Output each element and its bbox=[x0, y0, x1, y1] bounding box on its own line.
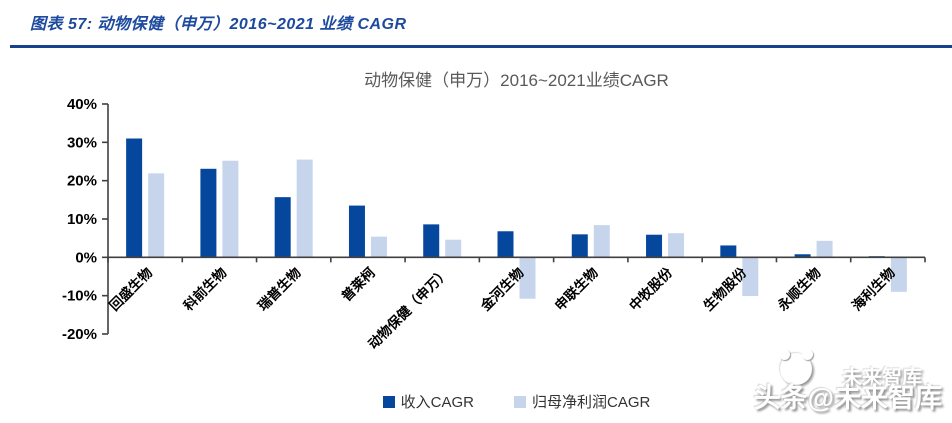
x-tick-label-动物保健（申万）: 动物保健（申万） bbox=[365, 264, 453, 352]
bar-收入CAGR-科前生物 bbox=[200, 168, 217, 258]
x-tick-label-永顺生物: 永顺生物 bbox=[774, 264, 824, 314]
legend-swatch-net-profit-cagr bbox=[514, 395, 526, 408]
legend-item-net-profit-cagr[interactable]: 归母净利润CAGR bbox=[514, 391, 650, 412]
legend-item-revenue-cagr[interactable]: 收入CAGR bbox=[382, 391, 474, 412]
caption-divider-rule bbox=[10, 45, 952, 48]
y-tick-label: 20% bbox=[67, 173, 97, 190]
bar-归母净利润CAGR-中牧股份 bbox=[668, 233, 685, 258]
bar-收入CAGR-瑞普生物 bbox=[274, 197, 291, 258]
legend-label-net-profit-cagr: 归母净利润CAGR bbox=[532, 394, 651, 411]
x-tick-label-申联生物: 申联生物 bbox=[551, 264, 601, 314]
x-tick-label-中牧股份: 中牧股份 bbox=[626, 264, 676, 314]
x-tick-label-普莱柯: 普莱柯 bbox=[338, 264, 378, 304]
bar-收入CAGR-申联生物 bbox=[571, 234, 588, 258]
legend-swatch-revenue-cagr bbox=[382, 395, 395, 408]
bar-收入CAGR-永顺生物 bbox=[794, 254, 811, 258]
y-tick-label: 30% bbox=[67, 134, 97, 151]
x-tick-label-金河生物: 金河生物 bbox=[476, 264, 527, 315]
bar-收入CAGR-中牧股份 bbox=[646, 234, 663, 258]
x-tick-label-科前生物: 科前生物 bbox=[180, 264, 230, 314]
bar-归母净利润CAGR-海利生物 bbox=[890, 257, 907, 292]
bar-归母净利润CAGR-金河生物 bbox=[519, 257, 536, 299]
x-tick-label-回盛生物: 回盛生物 bbox=[106, 264, 156, 314]
bar-归母净利润CAGR-永顺生物 bbox=[816, 240, 833, 258]
y-tick-label: 0% bbox=[75, 249, 97, 266]
figure-caption: 图表 57: 动物保健（申万）2016~2021 业绩 CAGR bbox=[30, 16, 407, 33]
x-tick-label-生物股份: 生物股份 bbox=[700, 264, 750, 314]
y-tick-label: 10% bbox=[67, 211, 97, 228]
bar-归母净利润CAGR-动物保健（申万） bbox=[445, 239, 462, 258]
bar-归母净利润CAGR-申联生物 bbox=[593, 225, 610, 258]
bar-归母净利润CAGR-普莱柯 bbox=[370, 236, 387, 258]
bar-归母净利润CAGR-科前生物 bbox=[222, 160, 239, 258]
bar-收入CAGR-普莱柯 bbox=[348, 205, 365, 258]
bar-收入CAGR-生物股份 bbox=[720, 245, 737, 258]
chart-legend: 收入CAGR 归母净利润CAGR bbox=[108, 391, 925, 412]
bar-收入CAGR-回盛生物 bbox=[126, 138, 143, 258]
y-tick-label: -10% bbox=[62, 288, 97, 305]
y-tick-label: 40% bbox=[67, 96, 97, 113]
x-tick-label-瑞普生物: 瑞普生物 bbox=[254, 264, 304, 314]
legend-label-revenue-cagr: 收入CAGR bbox=[400, 394, 474, 411]
bar-归母净利润CAGR-生物股份 bbox=[742, 257, 759, 297]
chart-title: 动物保健（申万）2016~2021业绩CAGR bbox=[364, 71, 669, 90]
y-tick-label: -20% bbox=[62, 326, 97, 343]
bar-收入CAGR-金河生物 bbox=[497, 231, 514, 258]
bar-归母净利润CAGR-回盛生物 bbox=[148, 173, 165, 258]
x-tick-label-海利生物: 海利生物 bbox=[848, 264, 898, 314]
bar-归母净利润CAGR-瑞普生物 bbox=[296, 159, 313, 258]
bar-收入CAGR-动物保健（申万） bbox=[423, 224, 440, 258]
